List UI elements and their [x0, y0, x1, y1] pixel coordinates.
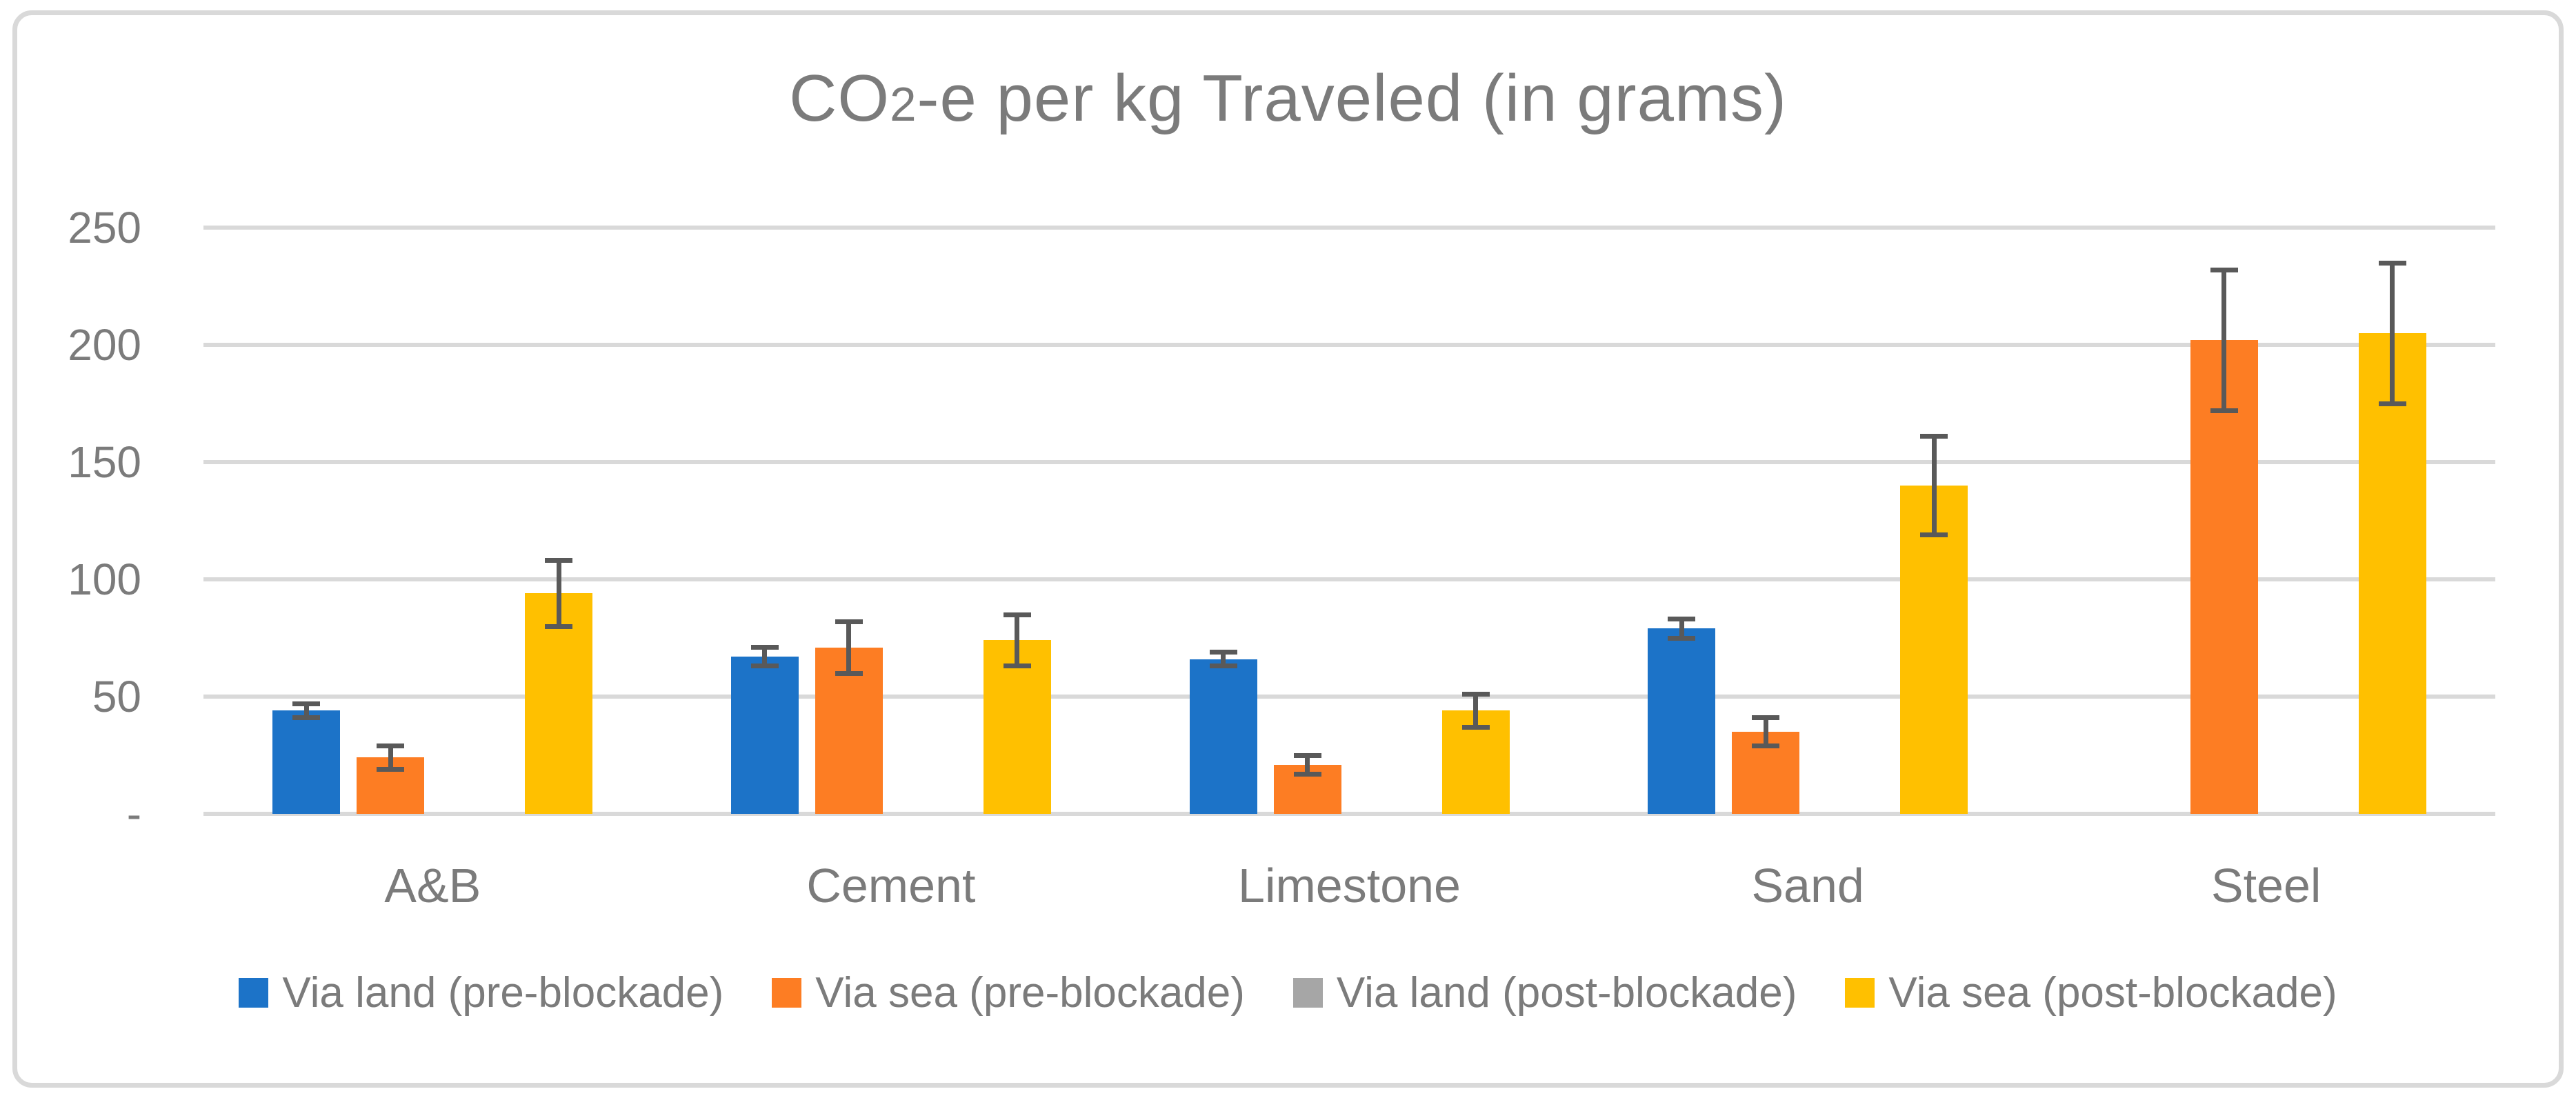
bar-Steel-Via sea (pre-blockade) [2190, 340, 2258, 814]
error-bar-cap [1752, 715, 1780, 721]
error-bar-stem [556, 560, 561, 626]
gridline-100 [203, 577, 2495, 581]
title-subscript-2: 2 [890, 77, 917, 131]
error-bar-cap [1209, 663, 1237, 669]
legend-label: Via sea (post-blockade) [1888, 969, 2337, 1017]
error-bar-cap [2210, 267, 2238, 272]
legend-item-Via sea (post-blockade): Via sea (post-blockade) [1845, 968, 2337, 1017]
legend-swatch [1292, 978, 1323, 1008]
category-label-Cement: Cement [806, 859, 976, 912]
bar-Sand-Via sea (post-blockade) [1900, 486, 1968, 814]
error-bar-stem [1473, 694, 1478, 728]
category-label-Sand: Sand [1751, 859, 1864, 912]
error-bar-cap [1003, 663, 1031, 669]
category-label-Steel: Steel [2210, 859, 2322, 912]
error-bar-stem [762, 647, 768, 666]
title-suffix: -e per kg Traveled (in grams) [917, 61, 1787, 135]
legend-item-Via land (pre-blockade): Via land (pre-blockade) [239, 968, 723, 1017]
gridline-0 [203, 812, 2495, 816]
error-bar-stem [1763, 717, 1768, 746]
error-bar-cap [835, 619, 863, 624]
error-bar-cap [1003, 612, 1031, 617]
gridline-200 [203, 343, 2495, 347]
legend-swatch [239, 978, 269, 1008]
error-bar-cap [2378, 260, 2406, 266]
bar-Sand-Via land (pre-blockade) [1648, 628, 1716, 814]
y-tick-label-50: 50 [92, 672, 141, 721]
error-bar-stem [303, 703, 309, 718]
error-bar-cap [377, 766, 405, 772]
bar-Cement-Via sea (post-blockade) [983, 640, 1051, 814]
error-bar-cap [750, 663, 779, 669]
error-bar-cap [292, 701, 321, 706]
legend: Via land (pre-blockade) Via sea (pre-bloc… [0, 968, 2576, 1017]
bar-A&B-Via land (pre-blockade) [272, 710, 341, 814]
legend-item-Via land (post-blockade): Via land (post-blockade) [1292, 968, 1797, 1017]
legend-label: Via land (post-blockade) [1336, 969, 1797, 1017]
error-bar-cap [1293, 771, 1321, 777]
error-bar-cap [1668, 635, 1696, 641]
title-prefix: CO [789, 61, 890, 135]
error-bar-cap [1461, 692, 1490, 697]
error-bar-cap [1668, 617, 1696, 622]
error-bar-cap [1920, 532, 1948, 537]
error-bar-cap [2210, 408, 2238, 413]
bar-A&B-Via sea (post-blockade) [525, 593, 593, 814]
error-bar-stem [2390, 263, 2395, 403]
y-tick-label-0: - [126, 789, 141, 839]
gridline-50 [203, 695, 2495, 699]
error-bar-cap [1461, 724, 1490, 730]
error-bar-stem [2221, 270, 2227, 411]
legend-item-Via sea (pre-blockade): Via sea (pre-blockade) [772, 968, 1245, 1017]
error-bar-stem [1679, 619, 1684, 638]
bar-Steel-Via sea (post-blockade) [2358, 333, 2426, 814]
chart-title: CO2-e per kg Traveled (in grams) [0, 61, 2576, 137]
y-tick-label-200: 200 [68, 320, 141, 370]
error-bar-cap [2378, 401, 2406, 406]
y-tick-label-100: 100 [68, 555, 141, 604]
gridline-150 [203, 460, 2495, 464]
error-bar-cap [750, 645, 779, 650]
gridline-250 [203, 226, 2495, 230]
error-bar-cap [835, 670, 863, 676]
y-tick-label-250: 250 [68, 203, 141, 252]
y-tick-label-150: 150 [68, 437, 141, 487]
error-bar-cap [377, 743, 405, 748]
error-bar-cap [1920, 434, 1948, 439]
error-bar-cap [1752, 743, 1780, 748]
category-label-A&B: A&B [384, 859, 481, 912]
legend-label: Via sea (pre-blockade) [815, 969, 1245, 1017]
error-bar-cap [292, 715, 321, 721]
chart-border-frame [12, 10, 2564, 1088]
error-bar-stem [388, 746, 393, 770]
bar-Limestone-Via land (pre-blockade) [1189, 659, 1257, 814]
error-bar-stem [1305, 755, 1310, 775]
error-bar-stem [1931, 436, 1937, 535]
category-label-Limestone: Limestone [1238, 859, 1461, 912]
legend-swatch [1845, 978, 1875, 1008]
legend-label: Via land (pre-blockade) [282, 969, 724, 1017]
bar-Cement-Via land (pre-blockade) [730, 657, 799, 814]
error-bar-cap [1209, 649, 1237, 655]
legend-swatch [772, 978, 802, 1008]
error-bar-stem [1015, 615, 1020, 666]
error-bar-cap [545, 623, 573, 629]
error-bar-stem [846, 621, 852, 673]
error-bar-cap [1293, 752, 1321, 758]
error-bar-cap [545, 558, 573, 563]
error-bar-stem [1221, 652, 1226, 666]
